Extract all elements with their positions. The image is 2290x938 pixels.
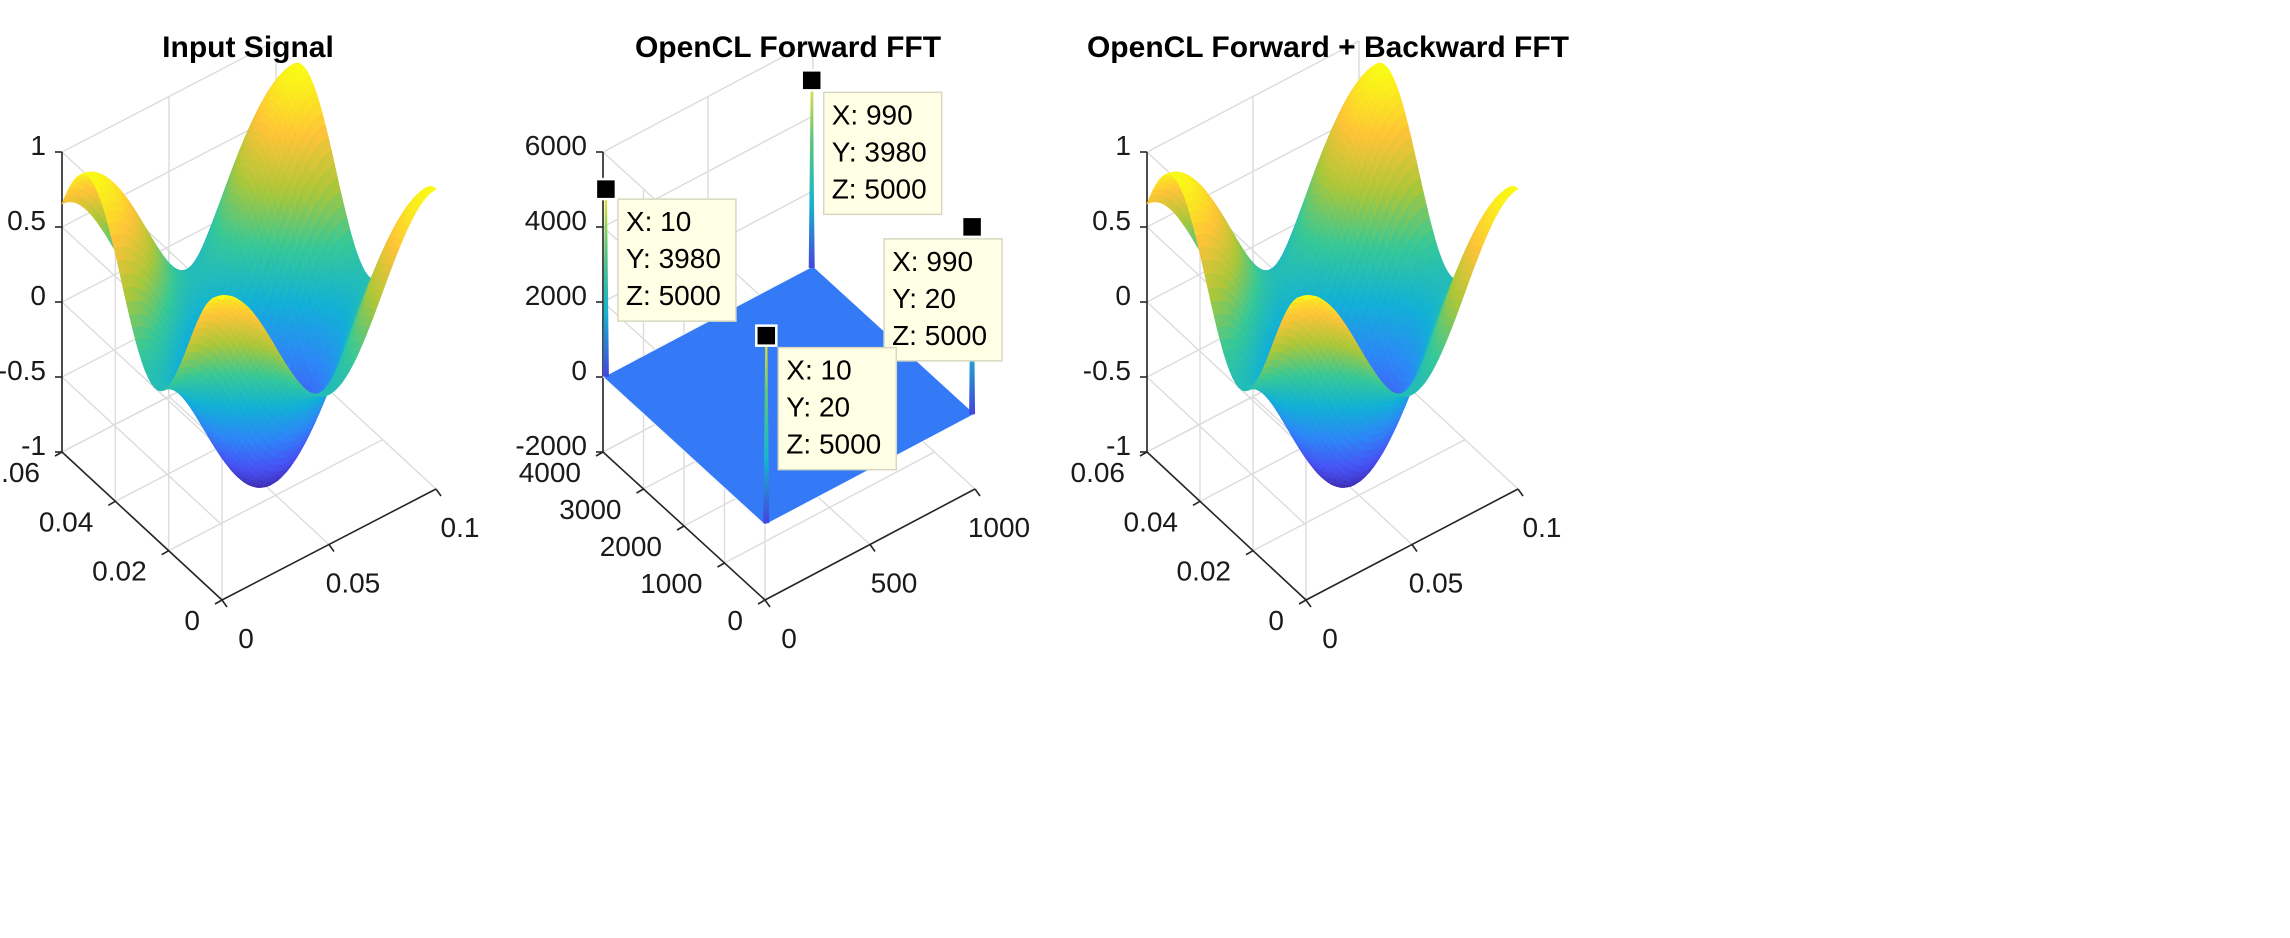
y-tick-label: 3000 <box>559 494 621 525</box>
z-tick-label: 0 <box>571 355 587 386</box>
x-tick-label: 1000 <box>968 512 1030 543</box>
chart-title: OpenCL Forward + Backward FFT <box>1087 31 1569 64</box>
y-tick-label: 0.06 <box>0 457 40 488</box>
y-tick-mark <box>161 549 170 556</box>
y-tick-mark <box>1245 549 1254 556</box>
y-tick-label: 0 <box>1268 605 1284 636</box>
x-tick-mark <box>1305 599 1312 608</box>
z-tick-label: 2000 <box>525 280 587 311</box>
y-axis-line <box>61 451 223 601</box>
datatip-line: Z: 5000 <box>786 429 881 460</box>
y-tick-label: 0 <box>727 605 743 636</box>
y-tick-mark <box>1298 599 1307 605</box>
y-tick-mark <box>214 599 223 605</box>
surface <box>61 62 437 488</box>
y-tick-mark <box>1192 500 1201 507</box>
x-tick-label: 0.1 <box>441 512 480 543</box>
z-tick-label: 0.5 <box>1092 205 1131 236</box>
y-tick-mark <box>757 599 766 605</box>
x-tick-mark <box>764 599 771 608</box>
y-tick-mark <box>636 488 644 494</box>
z-tick-label: 1 <box>30 130 46 161</box>
datatip-line: Z: 5000 <box>626 280 721 311</box>
tick-labels: 0 0.05 0.1 0 0.02 0.04 0.06-1 -0.5 0 0.5 1 <box>0 130 479 654</box>
chart-2: 0500100001000200030004000-20000200040006… <box>515 31 1030 654</box>
datatip-marker <box>800 69 823 92</box>
x-tick-label: 0 <box>1322 623 1338 654</box>
datatip-line: Y: 20 <box>892 283 956 314</box>
datatip-line: Y: 20 <box>786 392 850 423</box>
surface <box>1146 62 1519 488</box>
y-tick-label: 0.04 <box>39 506 94 537</box>
datatip: X: 990 Y: 3980 Z: 5000 <box>800 69 943 216</box>
peak-spike <box>602 189 609 377</box>
y-tick-mark <box>717 562 725 568</box>
x-tick-label: 0.1 <box>1523 512 1562 543</box>
x-tick-mark <box>1411 544 1418 552</box>
y-tick-label: 0.04 <box>1124 506 1179 537</box>
datatip-marker <box>594 177 618 201</box>
x-tick-mark <box>974 488 981 497</box>
z-tick-label: -0.5 <box>0 355 46 386</box>
x-tick-mark <box>221 599 228 608</box>
datatip-line: Y: 3980 <box>626 243 721 274</box>
peak-spike <box>808 80 815 268</box>
x-tick-mark <box>435 488 442 497</box>
z-tick-label: -1 <box>21 430 46 461</box>
x-tick-label: 0 <box>781 623 797 654</box>
z-tick-label: 0.5 <box>7 205 46 236</box>
x-tick-label: 0.05 <box>1409 568 1464 599</box>
datatip-line: X: 10 <box>786 355 851 386</box>
datatip: X: 990 Y: 20 Z: 5000 <box>883 215 1003 362</box>
chart-title: Input Signal <box>162 31 334 64</box>
z-tick-label: -2000 <box>515 430 587 461</box>
x-tick-label: 500 <box>871 568 918 599</box>
datatip-line: Y: 3980 <box>832 136 927 167</box>
y-tick-label: 0.02 <box>92 556 147 587</box>
datatip-line: Z: 5000 <box>892 320 987 351</box>
datatip-line: X: 10 <box>626 206 691 237</box>
chart-1: 0 0.05 0.1 0 0.02 0.04 0.06-1 -0.5 0 0.5 1 Input Si… <box>0 31 479 654</box>
z-tick-label: -0.5 <box>1083 355 1131 386</box>
datatip-line: X: 990 <box>892 246 973 277</box>
z-tick-label: 1 <box>1115 130 1131 161</box>
z-tick-label: 0 <box>30 280 46 311</box>
y-tick-label: 0 <box>184 605 200 636</box>
datatip: X: 10 Y: 3980 Z: 5000 <box>594 177 737 322</box>
chart-title: OpenCL Forward FFT <box>635 31 941 64</box>
z-tick-label: -1 <box>1106 430 1131 461</box>
y-tick-mark <box>676 525 685 531</box>
y-tick-label: 0.02 <box>1177 556 1232 587</box>
z-tick-label: 6000 <box>525 130 587 161</box>
y-tick-label: 1000 <box>640 568 702 599</box>
x-tick-mark <box>328 544 335 552</box>
datatip-line: Z: 5000 <box>832 173 927 204</box>
x-tick-label: 0 <box>238 623 254 654</box>
datatip-marker <box>755 324 778 347</box>
z-tick-label: 4000 <box>525 205 587 236</box>
datatip-line: X: 990 <box>832 99 913 130</box>
y-tick-label: 4000 <box>519 457 581 488</box>
datatip-marker <box>960 215 984 239</box>
x-tick-label: 0.05 <box>326 568 381 599</box>
y-tick-label: 2000 <box>600 531 662 562</box>
x-tick-mark <box>869 544 876 552</box>
y-tick-mark <box>107 500 116 507</box>
chart-3: 0 0.05 0.1 0 0.02 0.04 0.06-1 -0.5 0 0.5 1 OpenCL F… <box>1071 31 1570 654</box>
z-tick-label: 0 <box>1115 280 1131 311</box>
x-tick-mark <box>1517 488 1524 497</box>
y-tick-label: 0.06 <box>1071 457 1126 488</box>
